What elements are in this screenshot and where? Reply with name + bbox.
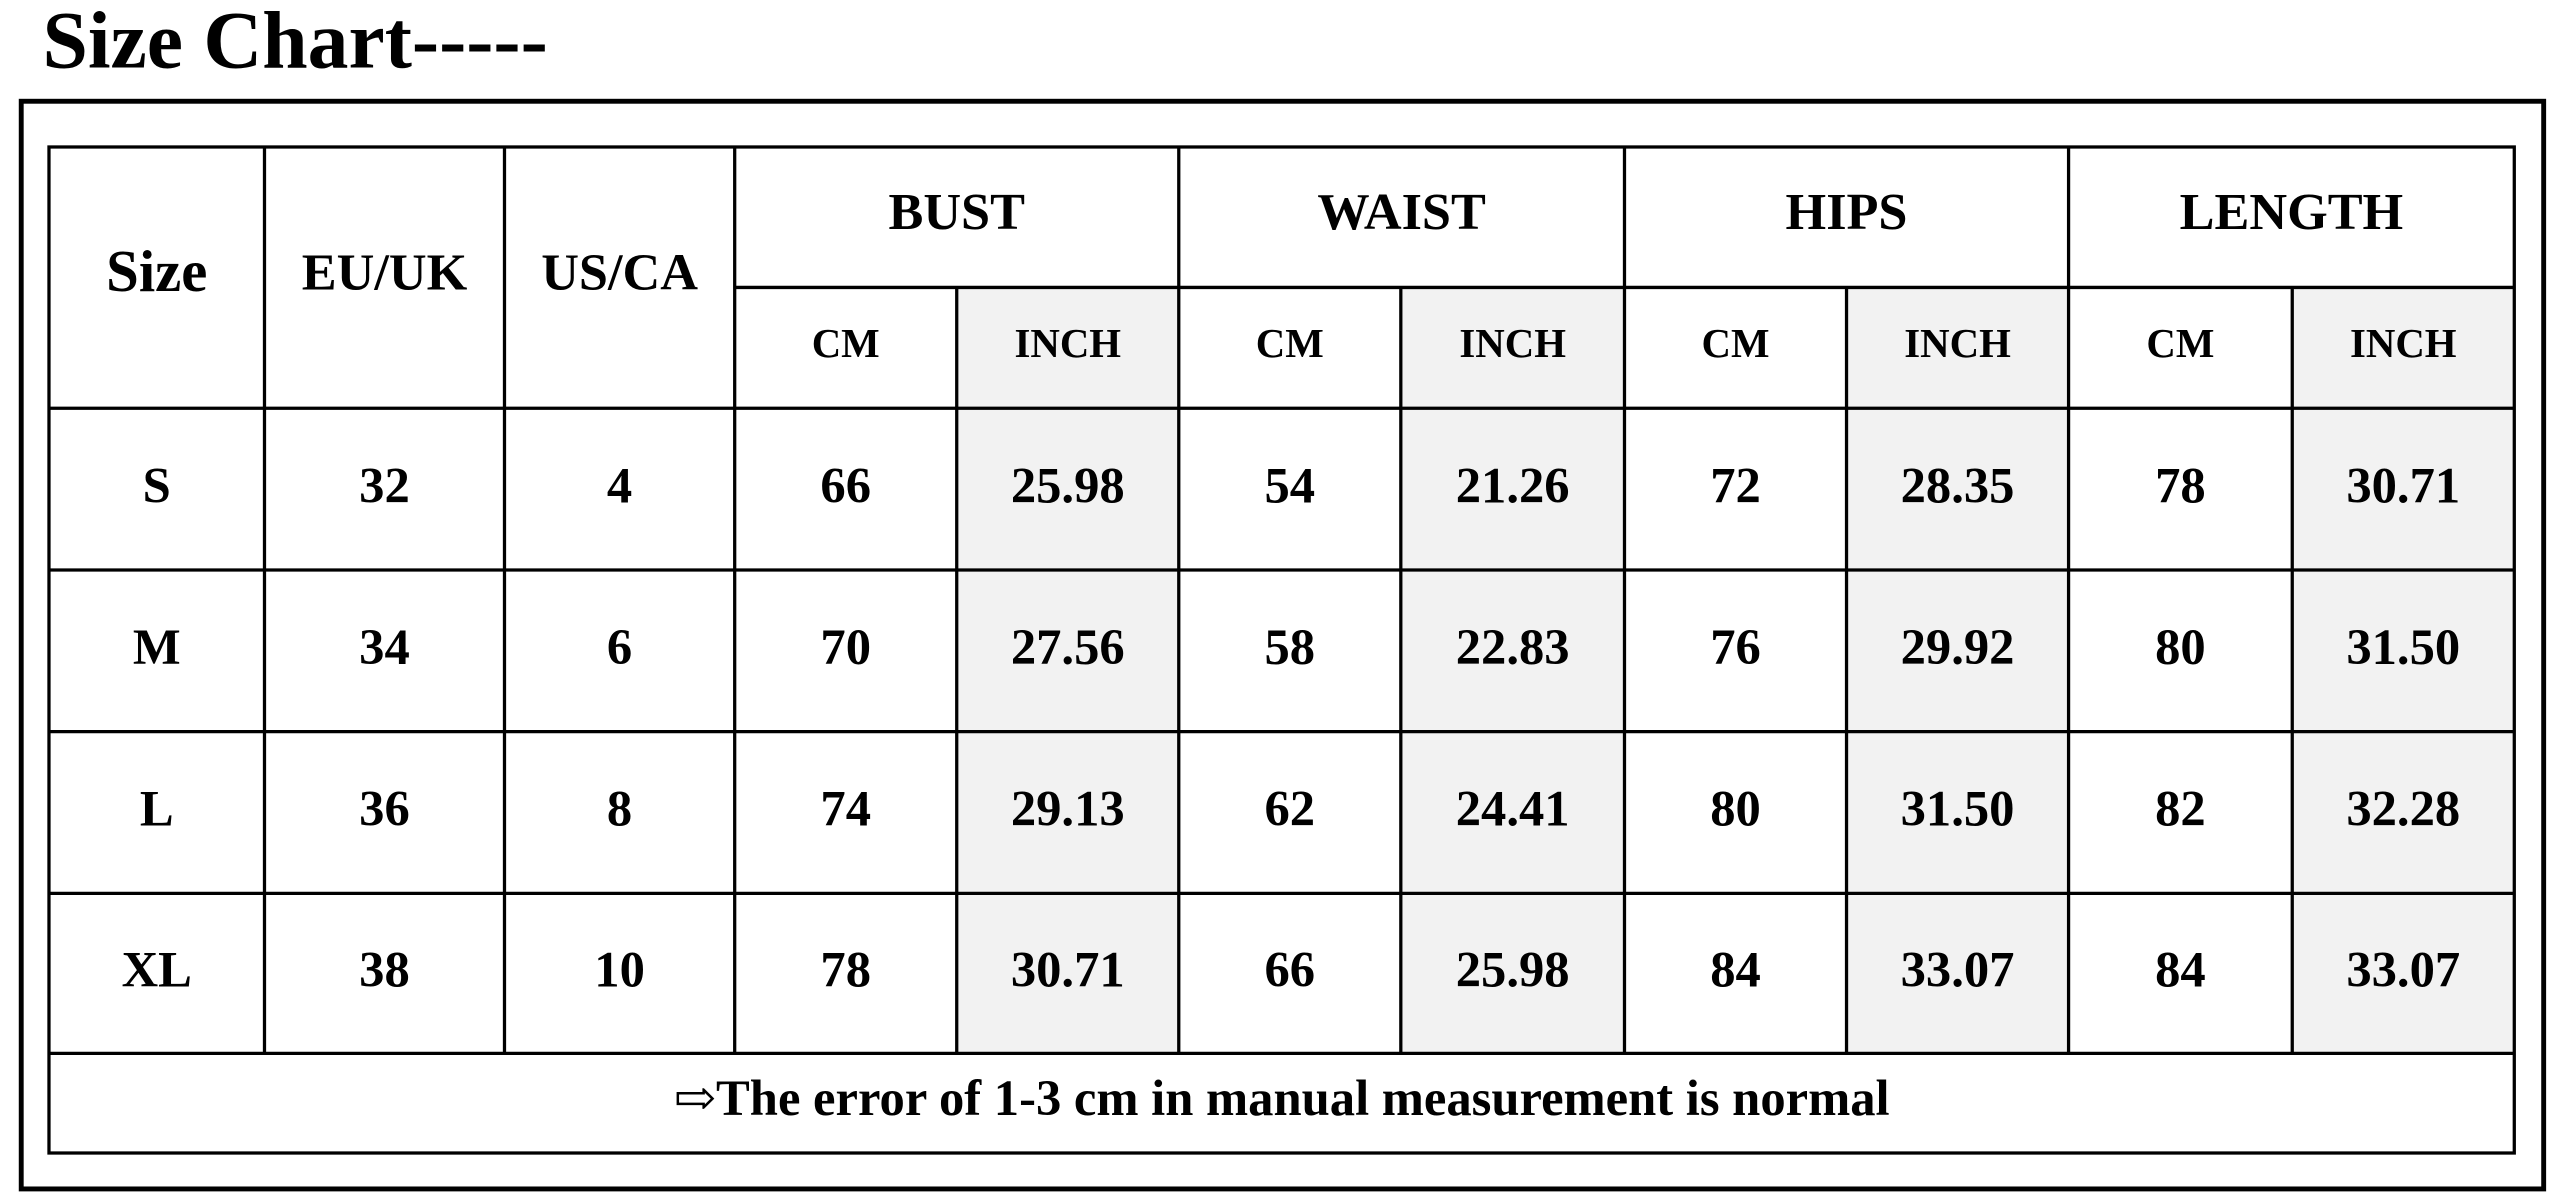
table-cell: 27.56: [1011, 619, 1125, 675]
table-cell: 25.98: [1011, 457, 1125, 513]
table-cell: L: [140, 781, 174, 837]
table-cell: 84: [2155, 942, 2206, 998]
table-cell: 31.50: [2346, 619, 2460, 675]
table-cell: 22.83: [1456, 619, 1570, 675]
table-cell: 30.71: [1011, 942, 1125, 998]
unit-header: CM: [812, 321, 880, 366]
table-cell: 66: [1264, 942, 1315, 998]
table-cell: 66: [820, 457, 871, 513]
table-cell: XL: [122, 942, 192, 998]
unit-header: INCH: [2350, 321, 2457, 366]
table-cell: M: [133, 619, 181, 675]
unit-header: CM: [1256, 321, 1324, 366]
table-cell: 32.28: [2346, 781, 2460, 837]
note: ⇨The error of 1-3 cm in manual measureme…: [674, 1070, 1890, 1126]
title: Size Chart-----: [42, 0, 547, 86]
column-header: EU/UK: [302, 244, 468, 302]
table-cell: 29.92: [1901, 619, 2015, 675]
unit-header: INCH: [1904, 321, 2011, 366]
table-cell: 6: [607, 619, 632, 675]
group-header: WAIST: [1317, 183, 1486, 241]
table-cell: 8: [607, 781, 632, 837]
table-cell: 36: [359, 781, 410, 837]
unit-header: CM: [2146, 321, 2214, 366]
table-cell: 54: [1264, 457, 1315, 513]
group-header: HIPS: [1786, 183, 1908, 241]
group-header: LENGTH: [2180, 183, 2404, 241]
table-cell: 78: [820, 942, 871, 998]
table-cell: 84: [1710, 942, 1761, 998]
table-cell: 30.71: [2346, 457, 2460, 513]
table-cell: S: [143, 457, 171, 513]
table-cell: 25.98: [1456, 942, 1570, 998]
table-cell: 78: [2155, 457, 2206, 513]
table-cell: 33.07: [1901, 942, 2015, 998]
inch-shade: [956, 287, 1179, 1054]
table-cell: 33.07: [2346, 942, 2460, 998]
table-cell: 62: [1264, 781, 1315, 837]
table-cell: 24.41: [1456, 781, 1570, 837]
table-cell: 72: [1710, 457, 1761, 513]
unit-header: INCH: [1459, 321, 1566, 366]
table-cell: 21.26: [1456, 457, 1570, 513]
table-frame: [47, 145, 2516, 1155]
table-cell: 31.50: [1901, 781, 2015, 837]
unit-header: CM: [1702, 321, 1770, 366]
table-cell: 70: [820, 619, 871, 675]
group-header: BUST: [888, 183, 1025, 241]
outer-frame: [18, 98, 2547, 1192]
table-cell: 58: [1264, 619, 1315, 675]
column-header: Size: [106, 239, 207, 304]
table-cell: 10: [594, 942, 645, 998]
table-cell: 28.35: [1901, 457, 2015, 513]
table-cell: 32: [359, 457, 410, 513]
inch-shade: [1846, 287, 2069, 1054]
table-cell: 80: [1710, 781, 1761, 837]
table-cell: 76: [1710, 619, 1761, 675]
inch-shade: [2292, 287, 2515, 1054]
table-cell: 74: [820, 781, 871, 837]
table-cell: 80: [2155, 619, 2206, 675]
table-cell: 4: [607, 457, 632, 513]
table-cell: 38: [359, 942, 410, 998]
table-cell: 82: [2155, 781, 2206, 837]
column-header: US/CA: [541, 244, 698, 302]
inch-shade: [1400, 287, 1625, 1054]
table-cell: 34: [359, 619, 410, 675]
table-cell: 29.13: [1011, 781, 1125, 837]
unit-header: INCH: [1014, 321, 1121, 366]
